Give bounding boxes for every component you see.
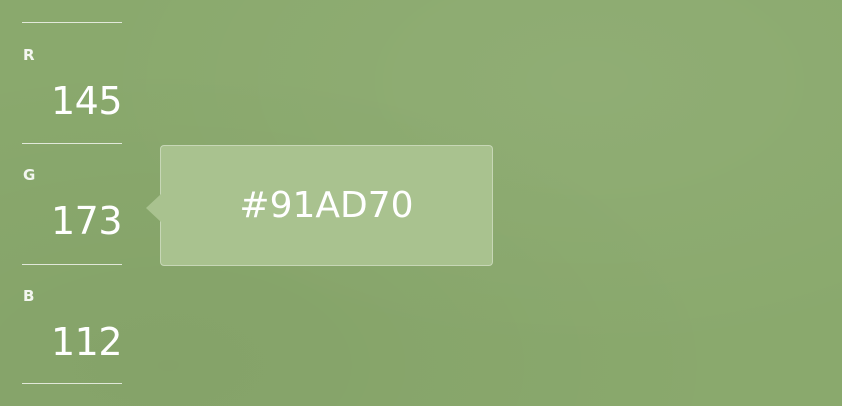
divider	[22, 264, 122, 265]
divider	[22, 22, 122, 23]
channel-label-g: G	[23, 166, 36, 184]
hex-code[interactable]: #91AD70	[239, 185, 414, 226]
divider	[22, 383, 122, 384]
channel-value-g: 173	[50, 199, 123, 243]
divider	[22, 143, 122, 144]
channel-value-r: 145	[50, 79, 123, 123]
channel-value-b: 112	[50, 320, 123, 364]
channel-label-r: R	[23, 46, 35, 64]
hex-color-tooltip[interactable]: #91AD70	[146, 145, 493, 266]
channel-label-b: B	[23, 287, 35, 305]
tooltip-arrow	[146, 194, 161, 222]
